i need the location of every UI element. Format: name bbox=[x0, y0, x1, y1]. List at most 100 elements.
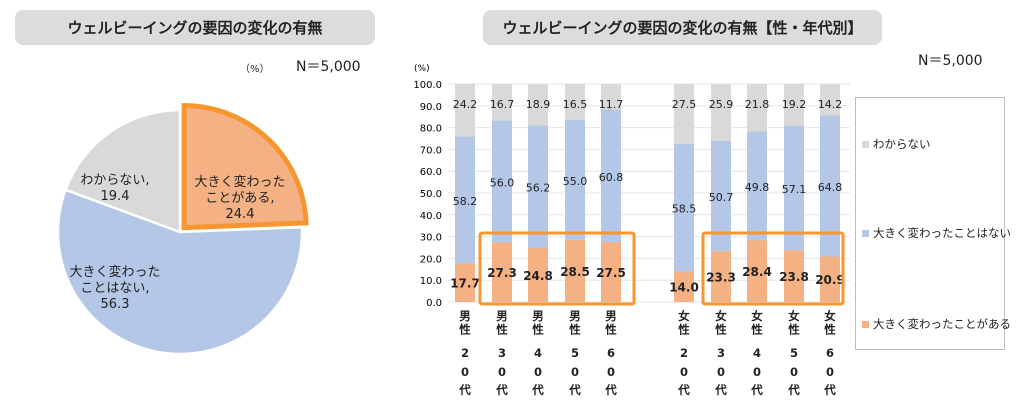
bar-segment bbox=[784, 250, 804, 302]
pie-slice-label: 19.4 bbox=[101, 189, 130, 204]
bar-value-label: 23.8 bbox=[779, 270, 809, 284]
y-tick-label: 60.0 bbox=[420, 167, 442, 178]
bar-value-label: 14.0 bbox=[669, 281, 699, 295]
y-tick-label: 10.0 bbox=[420, 276, 442, 287]
pie-slice bbox=[181, 103, 309, 231]
bar-value-label: 28.5 bbox=[560, 265, 590, 279]
bar-segment bbox=[528, 84, 548, 126]
legend: わからない 大きく変わったことはない 大きく変わったことがある bbox=[855, 97, 1011, 350]
pie-n: N＝5,000 bbox=[296, 59, 361, 75]
x-tick-age: 20代 bbox=[458, 346, 472, 401]
bar-segment bbox=[674, 84, 694, 144]
bar-n: N＝5,000 bbox=[918, 53, 983, 69]
y-tick-label: 90.0 bbox=[420, 102, 442, 113]
bar-value-label: 21.8 bbox=[745, 98, 770, 111]
pie-title: ウェルビーイングの要因の変化の有無 bbox=[15, 10, 375, 45]
bar-value-label: 19.2 bbox=[782, 98, 807, 111]
x-tick-age: 50代 bbox=[787, 346, 801, 401]
bar-segment bbox=[784, 83, 804, 126]
y-tick-label: 40.0 bbox=[420, 211, 442, 222]
x-tick-age: 40代 bbox=[531, 346, 545, 401]
bar-segment bbox=[601, 109, 621, 243]
y-tick-label: 50.0 bbox=[420, 189, 442, 200]
pie-slice-label: わからない, bbox=[80, 173, 149, 188]
bar-segment bbox=[492, 120, 512, 243]
legend-swatch bbox=[862, 229, 869, 237]
legend-label: 大きく変わったことはない bbox=[873, 226, 1011, 240]
legend-item-unknown: わからない bbox=[862, 136, 931, 152]
bar-segment bbox=[455, 83, 475, 137]
bar-value-label: 27.5 bbox=[596, 266, 626, 280]
x-tick-sex: 女性 bbox=[823, 310, 837, 337]
bar-value-label: 16.7 bbox=[490, 98, 515, 111]
bar-value-label: 24.8 bbox=[523, 269, 553, 283]
x-tick-age: 30代 bbox=[495, 346, 509, 401]
x-tick-sex: 男性 bbox=[604, 310, 618, 337]
legend-swatch bbox=[862, 140, 869, 148]
bar-value-label: 24.2 bbox=[453, 98, 478, 111]
bar-segment bbox=[711, 84, 731, 141]
x-tick-age: 60代 bbox=[823, 346, 837, 401]
bar-segment bbox=[820, 256, 840, 302]
bar-segment bbox=[747, 240, 767, 302]
x-tick-sex: 女性 bbox=[787, 310, 801, 337]
bar-title: ウェルビーイングの要因の変化の有無【性・年代別】 bbox=[483, 10, 882, 45]
x-tick-sex: 女性 bbox=[677, 310, 691, 337]
pie-chart: 大きく変わったことがある,24.4大きく変わったことはない,56.3わからない,… bbox=[56, 103, 309, 356]
legend-swatch bbox=[862, 320, 869, 328]
x-tick-sex: 男性 bbox=[568, 310, 582, 337]
bar-segment bbox=[711, 251, 731, 302]
x-tick-age: 20代 bbox=[677, 346, 691, 401]
bar-value-label: 16.5 bbox=[563, 98, 588, 111]
bar-segment bbox=[601, 84, 621, 110]
bar-segment bbox=[747, 84, 767, 132]
y-tick-label: 0.0 bbox=[426, 298, 442, 309]
legend-label: 大きく変わったことがある bbox=[873, 317, 1011, 331]
legend-item-not-changed: 大きく変わったことはない bbox=[862, 225, 1011, 241]
bar-segment bbox=[455, 263, 475, 302]
bar-segment bbox=[528, 125, 548, 248]
bar-value-label: 18.9 bbox=[526, 98, 551, 111]
bar-segment bbox=[492, 84, 512, 121]
bar-value-label: 64.8 bbox=[818, 181, 843, 194]
bar-value-label: 60.8 bbox=[599, 171, 624, 184]
legend-item-changed: 大きく変わったことがある bbox=[862, 316, 1011, 332]
y-tick-label: 20.0 bbox=[420, 254, 442, 265]
bar-segment bbox=[820, 84, 840, 116]
bar-segment bbox=[565, 239, 585, 302]
bar-chart: (%) 0.0 10.0 20.0 30.0 40.0 50.0 60.0 70.0 80.0 90… bbox=[413, 64, 850, 309]
highlight-box bbox=[478, 231, 636, 306]
x-tick-age: 30代 bbox=[714, 346, 728, 401]
bar-value-label: 17.7 bbox=[450, 277, 480, 291]
x-tick-sex: 女性 bbox=[750, 310, 764, 337]
bar-value-label: 56.0 bbox=[490, 176, 515, 189]
bar-segment bbox=[674, 143, 694, 272]
bar-value-label: 14.2 bbox=[818, 98, 843, 111]
bar-segment bbox=[711, 140, 731, 252]
y-tick-label: 100.0 bbox=[413, 80, 442, 91]
bar-value-label: 23.3 bbox=[706, 271, 736, 285]
pie-slice-label: 大きく変わった bbox=[69, 264, 160, 280]
y-tick-label: 70.0 bbox=[420, 145, 442, 156]
bar-segment bbox=[674, 271, 694, 302]
y-axis-unit: (%) bbox=[414, 64, 430, 74]
pie-slice-label: ことがある, bbox=[205, 191, 274, 206]
pie-slice-label: 24.4 bbox=[226, 207, 255, 222]
x-tick-sex: 女性 bbox=[714, 310, 728, 337]
bar-segment bbox=[455, 136, 475, 264]
bar-segment bbox=[784, 125, 804, 251]
bar-segment bbox=[601, 242, 621, 302]
x-tick-age: 60代 bbox=[604, 346, 618, 401]
pie-slice-label: 56.3 bbox=[101, 297, 130, 312]
bar-value-label: 58.5 bbox=[672, 203, 697, 216]
x-tick-sex: 男性 bbox=[495, 310, 509, 337]
x-tick-sex: 男性 bbox=[531, 310, 545, 337]
bar-segment bbox=[565, 84, 585, 120]
pie-unit: （%） bbox=[240, 64, 270, 75]
bar-value-label: 27.3 bbox=[487, 266, 517, 280]
bar-segment bbox=[492, 242, 512, 302]
bar-value-label: 25.9 bbox=[709, 98, 734, 111]
bar-value-label: 27.5 bbox=[672, 98, 697, 111]
pie-slice bbox=[56, 188, 304, 356]
bar-segment bbox=[820, 115, 840, 257]
